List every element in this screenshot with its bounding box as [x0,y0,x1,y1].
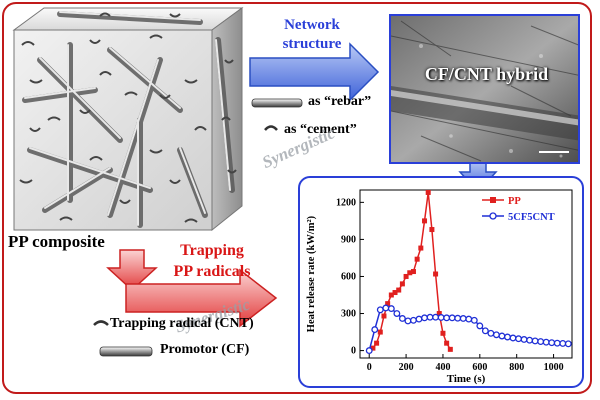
x-tick-label: 200 [399,362,414,373]
data-point-5cf5cnt [387,305,395,313]
x-tick-label: 0 [367,362,372,373]
data-point-5cf5cnt [437,314,445,321]
data-point-5cf5cnt [421,314,428,322]
data-point-5cf5cnt [371,326,379,334]
data-point-5cf5cnt [448,314,456,322]
data-point-5cf5cnt [465,315,473,323]
data-point-5cf5cnt [492,331,500,339]
data-point-5cf5cnt [415,315,423,323]
data-point-pp [388,292,394,298]
pp-composite-label: PP composite [8,232,105,251]
x-tick-label: 600 [472,362,487,373]
data-point-pp [433,271,439,277]
data-point-5cf5cnt [553,339,561,347]
data-point-pp [396,287,402,293]
data-point-5cf5cnt [564,340,572,348]
network-line-1: Network [284,17,340,33]
y-tick-label: 0 [351,346,356,357]
data-point-5cf5cnt [504,333,511,341]
data-point-5cf5cnt [481,327,489,335]
x-tick-label: 1000 [544,362,564,373]
y-tick-label: 1200 [336,197,356,208]
legend-label: 5CF5CNT [508,212,555,223]
data-point-5cf5cnt [509,334,517,342]
cement-label: as “cement” [284,122,357,137]
data-point-5cf5cnt [410,316,417,324]
data-point-pp [447,346,453,352]
data-point-5cf5cnt [537,338,545,346]
data-point-5cf5cnt [470,316,478,324]
data-point-pp [440,330,446,336]
network-line-2: structure [282,36,342,52]
data-point-pp [399,281,405,287]
data-point-pp [374,340,380,346]
x-tick-label: 800 [509,362,524,373]
data-point-pp [407,270,413,276]
data-point-pp [429,227,435,233]
data-point-pp [422,218,428,224]
data-point-5cf5cnt [520,336,528,343]
data-point-5cf5cnt [526,336,534,344]
data-point-5cf5cnt [382,304,390,312]
sem-image-panel: CF/CNT hybrid [389,14,580,164]
data-point-5cf5cnt [498,332,506,340]
data-point-5cf5cnt [559,339,567,347]
data-point-5cf5cnt [487,329,495,337]
data-point-5cf5cnt [531,337,539,345]
trapping-line-1: Trapping [180,242,244,259]
outer-frame [2,2,592,394]
legend-marker [489,212,497,220]
data-point-5cf5cnt [426,313,434,321]
legend-marker [490,197,496,203]
data-point-pp [414,256,420,262]
data-point-5cf5cnt [398,315,406,322]
x-tick-label: 400 [435,362,450,373]
x-axis-label: Time (s) [447,373,486,385]
data-point-5cf5cnt [365,347,373,355]
plot-area [359,189,573,359]
data-point-5cf5cnt [515,335,522,343]
data-point-pp [436,311,442,317]
data-point-pp [385,301,391,307]
y-tick-label: 600 [341,271,356,282]
data-point-5cf5cnt [476,322,484,330]
trapping-radical-label: Trapping radical (CNT) [110,316,254,331]
data-point-pp [392,290,398,296]
data-point-5cf5cnt [542,338,550,346]
data-point-5cf5cnt [376,306,384,314]
data-point-5cf5cnt [443,314,451,322]
y-axis-label: Heat release rate (kW/m²) [306,215,317,332]
data-point-pp [444,340,450,346]
y-tick-label: 300 [341,309,356,320]
data-point-pp [403,273,409,279]
data-point-pp [370,345,376,351]
legend-label: PP [508,196,521,207]
rebar-label: as “rebar” [308,94,372,109]
data-point-5cf5cnt [454,314,462,322]
hrr-chart-frame: 0 200 400 600 800 1000 0 300 600 900 1200 Time (s) H… [298,176,584,388]
sem-micrograph [391,16,578,162]
network-structure-label: Network structure [262,16,362,54]
data-point-pp [381,313,387,319]
data-point-5cf5cnt [393,310,401,317]
data-point-pp [425,189,431,195]
trapping-label: Trapping PP radicals [152,240,272,282]
data-point-5cf5cnt [432,313,440,321]
data-point-5cf5cnt [459,315,467,322]
promotor-label: Promotor (CF) [160,342,250,357]
data-point-5cf5cnt [404,317,412,325]
hrr-chart: 0 200 400 600 800 1000 0 300 600 900 1200 Time (s) H… [306,189,573,385]
data-point-pp [410,269,416,275]
data-point-5cf5cnt [548,339,556,347]
sem-title: CF/CNT hybrid [424,64,549,84]
data-point-pp [377,329,383,335]
data-point-pp [418,245,424,251]
trapping-line-2: PP radicals [173,263,251,280]
y-tick-label: 900 [341,234,356,245]
